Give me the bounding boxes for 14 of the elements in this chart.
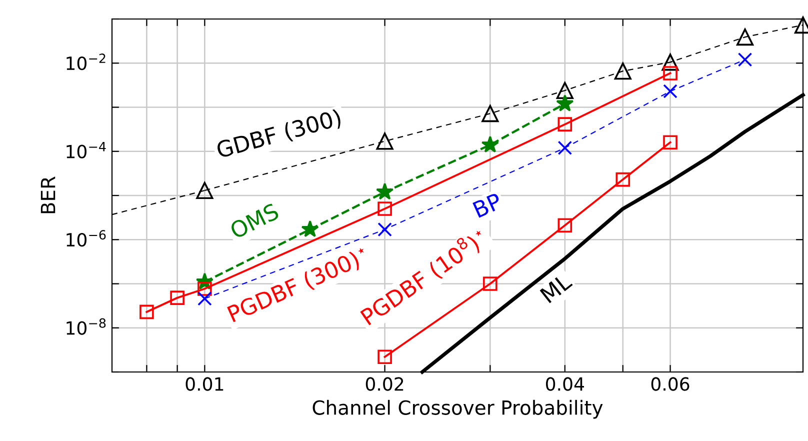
x-tick-label: 0.04 [546,377,584,391]
x-axis-title: Channel Crossover Probability [312,400,603,419]
text: BP [472,192,503,218]
y-tick-label: 10$^{−4}$ [66,142,106,158]
text: OMS [228,202,280,240]
x-tick-label: 0.06 [651,377,690,391]
text: ML [540,272,573,304]
y-tick-label: 10$^{−6}$ [66,230,106,247]
y-axis-title: BER [40,176,56,214]
y-tick-label: 10$^{−2}$ [66,54,106,70]
x-tick-label: 0.01 [186,377,224,391]
text: GDBF (300) [216,108,342,161]
y-tick-label: 10$^{−8}$ [66,318,106,335]
x-tick-label: 0.02 [366,377,404,391]
